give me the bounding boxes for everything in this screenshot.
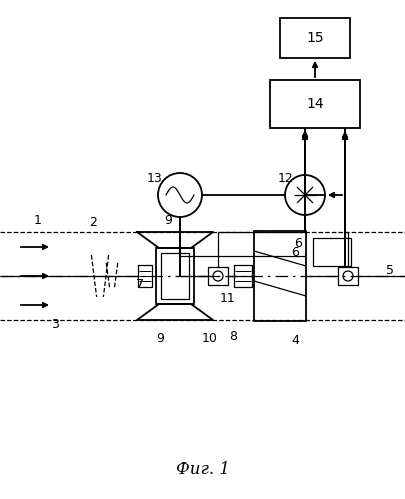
Text: 11: 11 [220,291,235,304]
Bar [312,238,350,266]
Bar [138,265,151,287]
Bar [207,267,228,285]
Text: 5: 5 [385,263,393,276]
Bar [337,267,357,285]
Bar [161,253,189,299]
Text: 13: 13 [147,172,162,185]
Bar [269,80,359,128]
Text: 15: 15 [305,31,323,45]
Text: 7: 7 [136,278,144,291]
Text: 8: 8 [228,330,237,343]
Text: 2: 2 [89,216,97,229]
Text: 9: 9 [164,214,171,227]
Text: 14: 14 [305,97,323,111]
Text: 6: 6 [290,246,298,258]
Text: Фиг. 1: Фиг. 1 [175,462,230,479]
Bar [279,18,349,58]
Text: 12: 12 [277,172,293,185]
Bar [254,231,305,321]
Bar [156,248,194,304]
Text: 4: 4 [290,333,298,346]
Text: 1: 1 [34,214,42,227]
Text: 6: 6 [293,237,301,250]
Text: 9: 9 [156,331,164,344]
Bar [233,265,252,287]
Text: 10: 10 [202,331,217,344]
Text: 3: 3 [51,318,59,331]
